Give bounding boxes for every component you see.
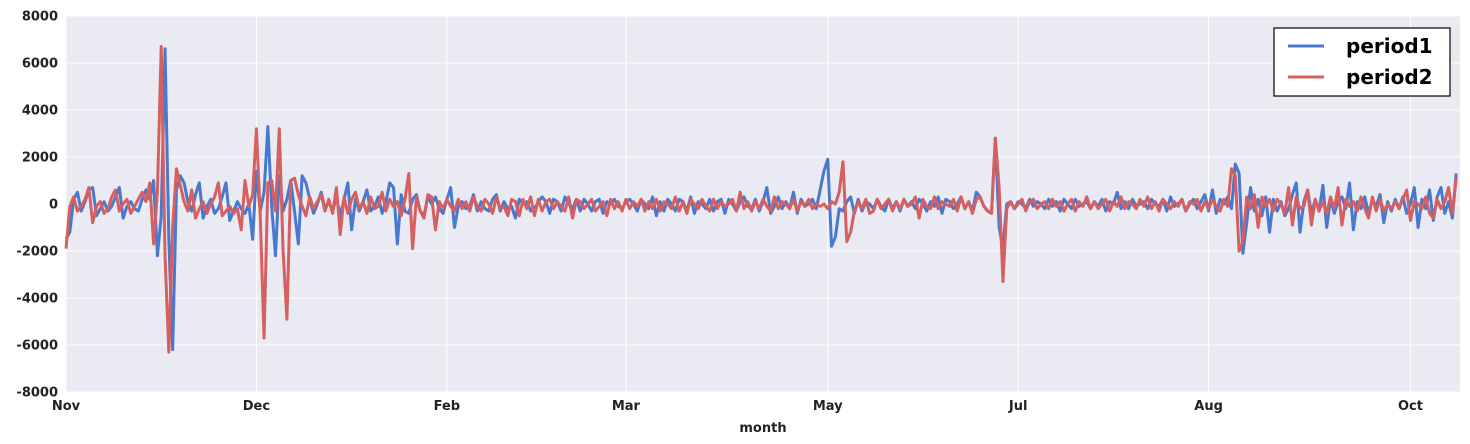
y-tick-label: -6000 <box>16 339 58 354</box>
legend: period1 period2 <box>1273 27 1451 97</box>
x-tick-label: Jul <box>1008 399 1028 414</box>
x-tick-label: Mar <box>612 399 641 414</box>
x-tick-label: Aug <box>1194 399 1223 414</box>
legend-label-period2: period2 <box>1346 65 1433 89</box>
y-tick-label: 0 <box>49 198 58 213</box>
series-layer <box>64 45 1458 354</box>
y-tick-label: 2000 <box>22 151 58 166</box>
x-tick-label: Nov <box>52 399 81 414</box>
legend-label-period1: period1 <box>1346 34 1433 58</box>
y-axis: -8000 -6000 -4000 -2000 0 2000 4000 6000 8000 <box>16 10 58 401</box>
y-tick-label: -4000 <box>16 292 58 307</box>
series-line-period2 <box>64 45 1458 354</box>
y-tick-label: -2000 <box>16 245 58 260</box>
y-tick-label: 4000 <box>22 104 58 119</box>
y-tick-label: 8000 <box>22 10 58 25</box>
x-tick-label: Dec <box>243 399 270 414</box>
y-tick-label: -8000 <box>16 386 58 401</box>
y-tick-label: 6000 <box>22 57 58 72</box>
x-axis: Nov Dec Feb Mar May Jul Aug Oct <box>52 399 1423 414</box>
x-tick-label: Feb <box>434 399 460 414</box>
x-axis-title: month <box>739 421 786 436</box>
x-tick-label: May <box>813 399 843 414</box>
legend-box <box>1273 27 1451 97</box>
x-tick-label: Oct <box>1398 399 1423 414</box>
